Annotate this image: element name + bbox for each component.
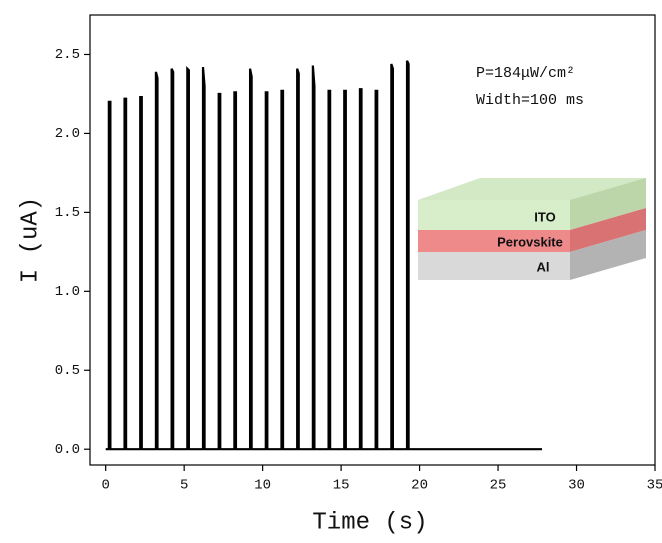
- x-tick-label: 15: [333, 478, 350, 494]
- y-tick-label: 1.5: [55, 205, 80, 221]
- y-tick-label: 1.0: [55, 284, 80, 300]
- plot-frame: [89, 14, 656, 466]
- x-tick-label: 30: [568, 478, 585, 494]
- y-tick-label: 2.0: [55, 126, 80, 142]
- annotation: P=184μW/cm²: [476, 65, 575, 82]
- annotation: Width=100 ms: [476, 92, 584, 109]
- x-tick-label: 35: [647, 478, 662, 494]
- y-tick-label: 0.5: [55, 363, 80, 379]
- inset: ITO Perovskite Al: [418, 178, 646, 280]
- al-side: [570, 230, 646, 280]
- data-line: [105, 60, 542, 451]
- x-tick-label: 25: [490, 478, 507, 494]
- inset-label: Al: [537, 259, 550, 274]
- perovskite-layer: [418, 230, 570, 252]
- y-tick-label: 0.0: [55, 442, 80, 458]
- x-tick-label: 0: [101, 478, 109, 494]
- x-axis-label: Time (s): [312, 509, 427, 536]
- y-tick-label: 2.5: [55, 47, 80, 63]
- al-layer: [418, 252, 570, 280]
- x-tick-label: 10: [254, 478, 271, 494]
- inset-label: ITO: [534, 209, 555, 224]
- ito-layer: [418, 200, 570, 230]
- x-tick-label: 5: [180, 478, 188, 494]
- inset-label: Perovskite: [497, 234, 563, 249]
- perovskite-side: [570, 208, 646, 252]
- y-axis-label: I (uA): [17, 197, 44, 283]
- ito-side: [570, 178, 646, 230]
- x-tick-label: 20: [411, 478, 428, 494]
